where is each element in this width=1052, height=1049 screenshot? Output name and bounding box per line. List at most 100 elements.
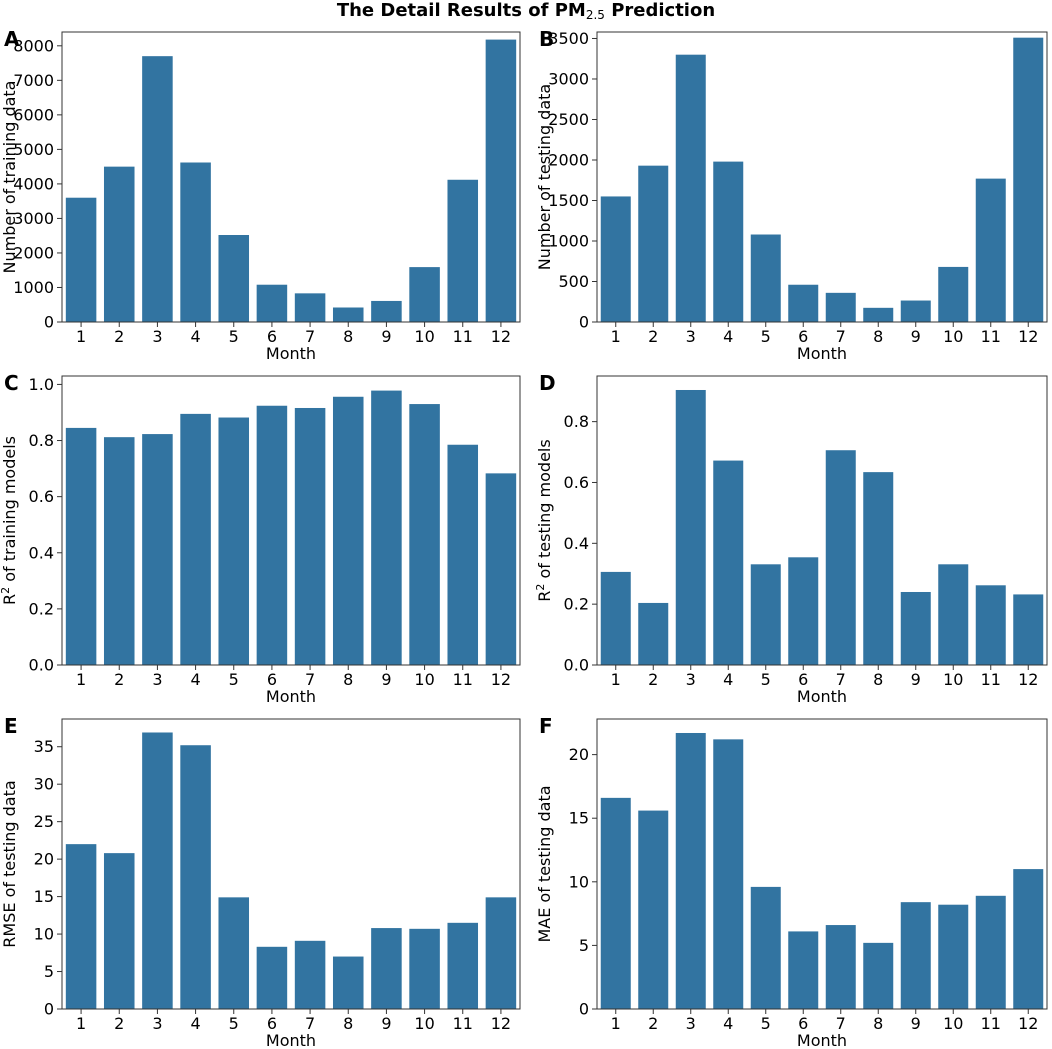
x-tick-label: 5 [229, 1014, 239, 1033]
y-tick-label: 0 [579, 313, 589, 332]
x-tick-label: 11 [981, 327, 1001, 346]
bar-month-5 [750, 234, 781, 322]
x-tick-label: 4 [723, 327, 733, 346]
x-tick-label: 5 [761, 327, 771, 346]
x-tick-label: 7 [836, 327, 846, 346]
x-tick-label: 10 [414, 327, 434, 346]
bar-month-2 [103, 853, 135, 1009]
y-tick-label: 10 [569, 872, 589, 891]
y-tick-label: 0.4 [29, 543, 54, 562]
bar-month-10 [409, 267, 440, 322]
bar-month-12 [1013, 869, 1044, 1009]
bar-month-4 [713, 739, 744, 1009]
x-tick-label: 3 [152, 670, 162, 689]
y-tick-label: 5 [44, 962, 54, 981]
x-tick-label: 6 [798, 670, 808, 689]
bar-month-10 [938, 904, 969, 1009]
x-tick-label: 1 [76, 1014, 86, 1033]
x-axis-label: Month [797, 687, 847, 706]
bar-month-11 [975, 178, 1006, 322]
bar-month-11 [975, 585, 1006, 665]
bar-month-10 [409, 404, 440, 665]
x-tick-label: 12 [491, 327, 511, 346]
x-tick-label: 12 [1018, 1014, 1038, 1033]
x-tick-label: 6 [267, 1014, 277, 1033]
y-tick-label: 20 [569, 745, 589, 764]
y-axis-label: R2 of testing models [534, 439, 554, 601]
y-tick-label: 35 [34, 737, 54, 756]
x-tick-label: 8 [343, 670, 353, 689]
bar-month-1 [600, 571, 631, 665]
x-tick-label: 10 [414, 670, 434, 689]
plot-frame [596, 31, 1048, 323]
bar-month-11 [447, 444, 479, 665]
x-tick-label: 2 [648, 1014, 658, 1033]
bar-month-5 [750, 564, 781, 665]
y-tick-label: 10 [34, 925, 54, 944]
bar-month-4 [180, 745, 211, 1009]
bar-month-8 [332, 396, 364, 665]
x-tick-label: 4 [723, 1014, 733, 1033]
x-tick-label: 5 [761, 670, 771, 689]
panel-letter: E [4, 714, 18, 738]
x-tick-label: 9 [381, 1014, 391, 1033]
bar-month-9 [900, 902, 931, 1009]
bar-month-9 [900, 300, 931, 322]
y-tick-label: 5 [579, 936, 589, 955]
x-tick-label: 11 [981, 670, 1001, 689]
x-axis-label: Month [266, 687, 316, 706]
x-tick-label: 11 [453, 327, 473, 346]
x-tick-label: 6 [267, 327, 277, 346]
bar-month-3 [675, 54, 706, 322]
y-tick-label: 2500 [548, 110, 589, 129]
y-tick-label: 8000 [13, 36, 54, 55]
bar-month-12 [485, 39, 517, 322]
y-tick-label: 3000 [13, 209, 54, 228]
x-tick-label: 2 [114, 327, 124, 346]
x-tick-label: 12 [491, 670, 511, 689]
x-tick-label: 3 [686, 327, 696, 346]
y-tick-label: 0.6 [29, 487, 54, 506]
x-tick-label: 2 [114, 1014, 124, 1033]
y-tick-label: 3500 [548, 29, 589, 48]
x-tick-label: 9 [911, 1014, 921, 1033]
bar-month-6 [256, 946, 288, 1009]
y-axis-label: Number of testing data [535, 84, 554, 270]
y-tick-label: 0.2 [29, 599, 54, 618]
x-tick-label: 6 [798, 1014, 808, 1033]
y-tick-label: 4000 [13, 174, 54, 193]
x-tick-label: 8 [343, 1014, 353, 1033]
x-tick-label: 11 [453, 670, 473, 689]
x-tick-label: 7 [305, 1014, 315, 1033]
x-tick-label: 2 [114, 670, 124, 689]
x-tick-label: 3 [152, 327, 162, 346]
x-tick-label: 7 [836, 1014, 846, 1033]
bar-month-4 [180, 413, 211, 665]
bar-month-5 [218, 235, 250, 322]
bar-month-1 [65, 197, 97, 322]
y-tick-label: 1500 [548, 191, 589, 210]
x-tick-label: 8 [873, 327, 883, 346]
x-tick-label: 4 [190, 1014, 200, 1033]
y-tick-label: 500 [558, 272, 589, 291]
y-axis-label: RMSE of testing data [0, 780, 19, 947]
bar-month-10 [938, 266, 969, 322]
bar-month-9 [371, 300, 402, 322]
bar-month-9 [900, 591, 931, 665]
bar-month-2 [103, 166, 135, 322]
bar-month-2 [638, 602, 669, 665]
x-axis-label: Month [266, 344, 316, 363]
bar-month-10 [938, 564, 969, 665]
plot-frame [61, 31, 521, 323]
x-tick-label: 1 [76, 670, 86, 689]
panel-letter: F [539, 714, 553, 738]
bar-month-11 [447, 922, 479, 1009]
x-axis-label: Month [266, 1031, 316, 1049]
bar-month-12 [1013, 37, 1044, 323]
bar-month-12 [485, 473, 517, 665]
x-tick-label: 10 [414, 1014, 434, 1033]
bar-month-12 [1013, 594, 1044, 665]
